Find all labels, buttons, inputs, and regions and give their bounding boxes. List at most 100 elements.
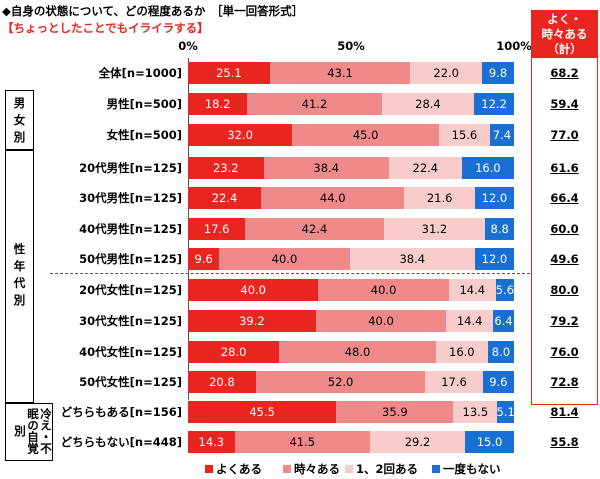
summary-value-1: 59.4	[550, 97, 579, 111]
bar-segment-10-2: 17.6	[425, 371, 483, 393]
legend-label-0: よくある	[216, 462, 262, 476]
bar-segment-9-0: 28.0	[188, 341, 280, 363]
axis-tick-100: 100%	[496, 39, 532, 53]
bar-segment-7-3: 5.6	[495, 279, 514, 301]
bar-segment-11-1: 35.9	[336, 401, 454, 423]
bar-segment-2-0: 32.0	[188, 124, 293, 146]
row-label-4: 30代男性[n=125]	[79, 191, 182, 205]
row-label-12: どちらもない[n=448]	[60, 435, 182, 449]
bar-segment-4-1: 44.0	[261, 187, 405, 209]
row-label-0: 全体[n=1000]	[98, 66, 182, 80]
bar-segment-10-1: 52.0	[255, 371, 426, 393]
group-box-age	[5, 150, 34, 403]
bar-segment-12-0: 14.3	[188, 431, 235, 453]
bar-segment-11-2: 13.5	[453, 401, 498, 423]
summary-header: よく・ 時々ある （計）	[531, 10, 598, 58]
bar-segment-3-1: 38.4	[263, 157, 389, 179]
bar-segment-2-1: 45.0	[292, 124, 439, 146]
group-label-age-text: 性年代別	[13, 242, 26, 307]
row-label-5: 40代男性[n=125]	[79, 222, 182, 236]
bar-segment-9-3: 8.0	[487, 341, 514, 363]
summary-value-5: 60.0	[550, 222, 579, 236]
bar-segment-1-1: 41.2	[247, 93, 382, 115]
chart-subtitle: 【ちょっとしたことでもイライラする】	[2, 21, 209, 35]
bar-segment-3-3: 16.0	[461, 157, 514, 179]
row-label-7: 20代女性[n=125]	[79, 283, 182, 297]
legend-label-1: 時々ある	[294, 462, 340, 476]
summary-value-6: 49.6	[550, 252, 579, 266]
bar-segment-0-1: 43.1	[269, 62, 411, 84]
bar-segment-6-3: 12.0	[474, 248, 514, 270]
axis-tick-0: 0%	[178, 39, 198, 53]
legend-label-2: 1、2回ある	[356, 462, 419, 476]
bar-segment-1-0: 18.2	[188, 93, 248, 115]
summary-value-7: 80.0	[550, 283, 579, 297]
bar-segment-1-3: 12.2	[474, 93, 514, 115]
bar-segment-11-0: 45.5	[188, 401, 337, 423]
bar-segment-5-3: 8.8	[485, 218, 514, 240]
summary-header-line-2: 時々ある	[541, 27, 588, 41]
bar-segment-0-0: 25.1	[188, 62, 270, 84]
group-label-awareness-text: 冷え・不眠の自覚別	[13, 408, 53, 454]
group-box-gender	[5, 90, 34, 150]
legend-item-2: 1、2回ある	[345, 461, 418, 477]
group-label-age: 性年代別	[6, 241, 33, 309]
bar-segment-5-0: 17.6	[188, 218, 246, 240]
legend-item-0: よくある	[205, 461, 262, 477]
bar-segment-7-1: 40.0	[318, 279, 449, 301]
summary-value-2: 77.0	[550, 128, 579, 142]
bar-segment-4-2: 21.6	[404, 187, 475, 209]
group-label-gender: 男女別	[6, 95, 33, 146]
bar-segment-8-1: 40.0	[315, 310, 447, 332]
bar-segment-8-3: 6.4	[493, 310, 514, 332]
summary-value-3: 61.6	[550, 161, 579, 175]
bar-segment-8-2: 14.4	[446, 310, 494, 332]
legend-swatch-2	[345, 465, 353, 473]
bar-segment-8-0: 39.2	[188, 310, 316, 332]
bar-segment-1-2: 28.4	[381, 93, 475, 115]
legend-swatch-0	[205, 465, 213, 473]
summary-value-0: 68.2	[550, 66, 579, 80]
summary-value-9: 76.0	[550, 345, 579, 359]
bar-segment-6-2: 38.4	[349, 248, 475, 270]
bar-segment-4-3: 12.0	[474, 187, 514, 209]
bar-segment-10-3: 9.6	[482, 371, 514, 393]
bar-segment-9-1: 48.0	[279, 341, 436, 363]
legend-item-3: 一度もない	[432, 461, 501, 477]
row-label-2: 女性[n=500]	[106, 128, 182, 142]
chart-title: ◆自身の状態について、どの程度あるか ［単一回答形式］	[2, 4, 304, 18]
bar-segment-4-0: 22.4	[188, 187, 262, 209]
bar-segment-12-1: 41.5	[234, 431, 370, 453]
row-label-8: 30代女性[n=125]	[79, 314, 182, 328]
group-label-gender-text: 男女別	[13, 96, 26, 144]
bar-segment-7-2: 14.4	[448, 279, 496, 301]
legend-swatch-1	[283, 465, 291, 473]
group-box-awareness	[5, 403, 53, 461]
axis-tick-50: 50%	[337, 39, 365, 53]
bar-segment-6-1: 40.0	[219, 248, 350, 270]
summary-value-11: 81.4	[550, 405, 579, 419]
bar-segment-9-2: 16.0	[435, 341, 488, 363]
bar-segment-10-0: 20.8	[188, 371, 256, 393]
bar-segment-11-3: 5.1	[497, 401, 514, 423]
legend-swatch-3	[432, 465, 440, 473]
bar-segment-5-2: 31.2	[383, 218, 486, 240]
group-divider	[50, 273, 530, 274]
bar-segment-12-2: 29.2	[369, 431, 466, 453]
summary-header-line-1: よく・	[547, 12, 582, 26]
bar-segment-7-0: 40.0	[188, 279, 319, 301]
bar-segment-12-3: 15.0	[465, 431, 514, 453]
bar-segment-5-1: 42.4	[245, 218, 384, 240]
bar-segment-3-0: 23.2	[188, 157, 264, 179]
bar-segment-2-2: 15.6	[439, 124, 490, 146]
bar-segment-0-2: 22.0	[410, 62, 483, 84]
row-label-10: 50代女性[n=125]	[79, 375, 182, 389]
bar-segment-6-0: 9.6	[188, 248, 220, 270]
bar-segment-2-3: 7.4	[489, 124, 514, 146]
group-label-awareness: 冷え・不眠の自覚別	[6, 405, 53, 457]
summary-value-8: 79.2	[550, 314, 579, 328]
summary-header-line-3: （計）	[547, 42, 582, 56]
bar-segment-0-3: 9.8	[482, 62, 514, 84]
summary-value-4: 66.4	[550, 191, 579, 205]
row-label-1: 男性[n=500]	[106, 97, 182, 111]
